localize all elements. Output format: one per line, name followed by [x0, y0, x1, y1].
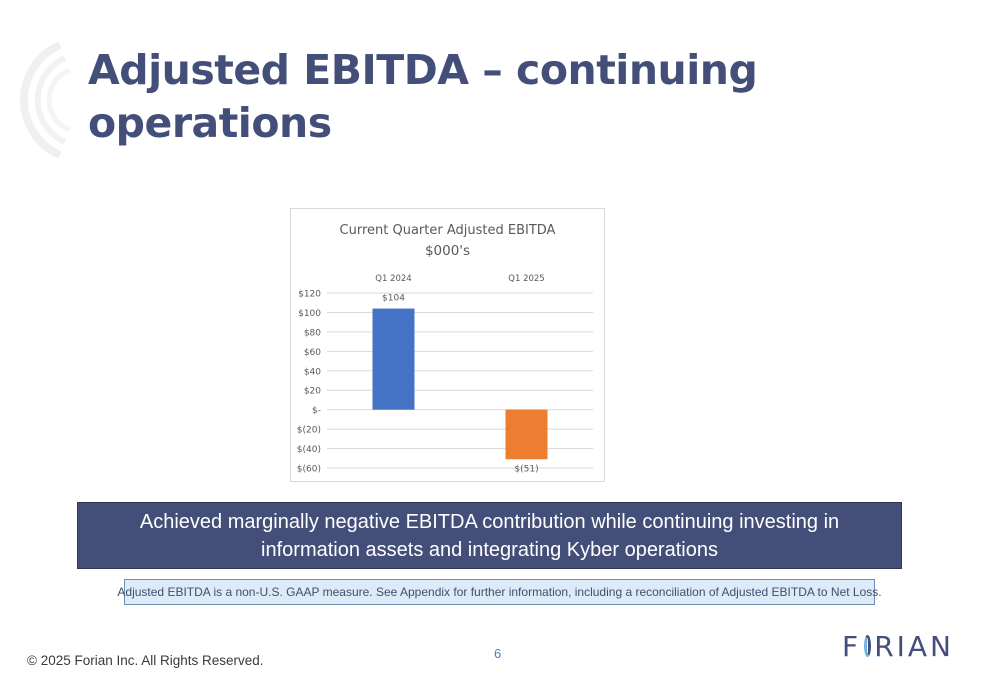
- data-label: $104: [382, 294, 405, 304]
- category-label: Q1 2025: [508, 274, 544, 284]
- gaap-note-box: Adjusted EBITDA is a non-U.S. GAAP measu…: [117, 579, 882, 605]
- bar-q1-2024: [372, 308, 415, 410]
- logo-letter-f: F: [842, 629, 862, 663]
- y-tick-label: $80: [304, 328, 321, 338]
- y-tick-label: $(60): [297, 465, 321, 475]
- y-tick-label: $(20): [297, 426, 321, 436]
- y-tick-label: $-: [312, 406, 321, 416]
- key-takeaway-text: Achieved marginally negative EBITDA cont…: [139, 510, 840, 561]
- copyright-text: © 2025 Forian Inc. All Rights Reserved.: [27, 653, 264, 668]
- bar-q1-2025: [505, 409, 548, 460]
- y-tick-label: $100: [298, 309, 321, 319]
- logo-letters-rian: RIAN: [874, 629, 954, 663]
- y-tick-label: $60: [304, 348, 321, 358]
- page-title: Adjusted EBITDA – continuing operations: [88, 46, 758, 147]
- page-number: 6: [494, 646, 502, 661]
- gaap-note-text: Adjusted EBITDA is a non-U.S. GAAP measu…: [117, 585, 882, 599]
- decorative-arc-graphic: [19, 41, 71, 159]
- chart-title: Current Quarter Adjusted EBITDA: [339, 223, 556, 238]
- y-tick-label: $20: [304, 387, 321, 397]
- forian-o-icon: [864, 635, 872, 657]
- forian-logo: F RIAN: [842, 628, 954, 664]
- ebitda-chart: Current Quarter Adjusted EBITDA $000's $…: [290, 208, 605, 482]
- category-label: Q1 2024: [375, 274, 411, 284]
- key-takeaway-box: Achieved marginally negative EBITDA cont…: [77, 502, 902, 569]
- y-tick-label: $(40): [297, 445, 321, 455]
- chart-plot: $120 $100 $80 $60 $40 $20 $- $(20) $(40) $(60) Q1 …: [297, 274, 593, 475]
- chart-subtitle: $000's: [424, 243, 471, 259]
- chart-title-block: Current Quarter Adjusted EBITDA $000's: [291, 221, 604, 261]
- y-tick-label: $120: [298, 290, 321, 300]
- data-label: $(51): [514, 464, 538, 474]
- y-tick-label: $40: [304, 367, 321, 377]
